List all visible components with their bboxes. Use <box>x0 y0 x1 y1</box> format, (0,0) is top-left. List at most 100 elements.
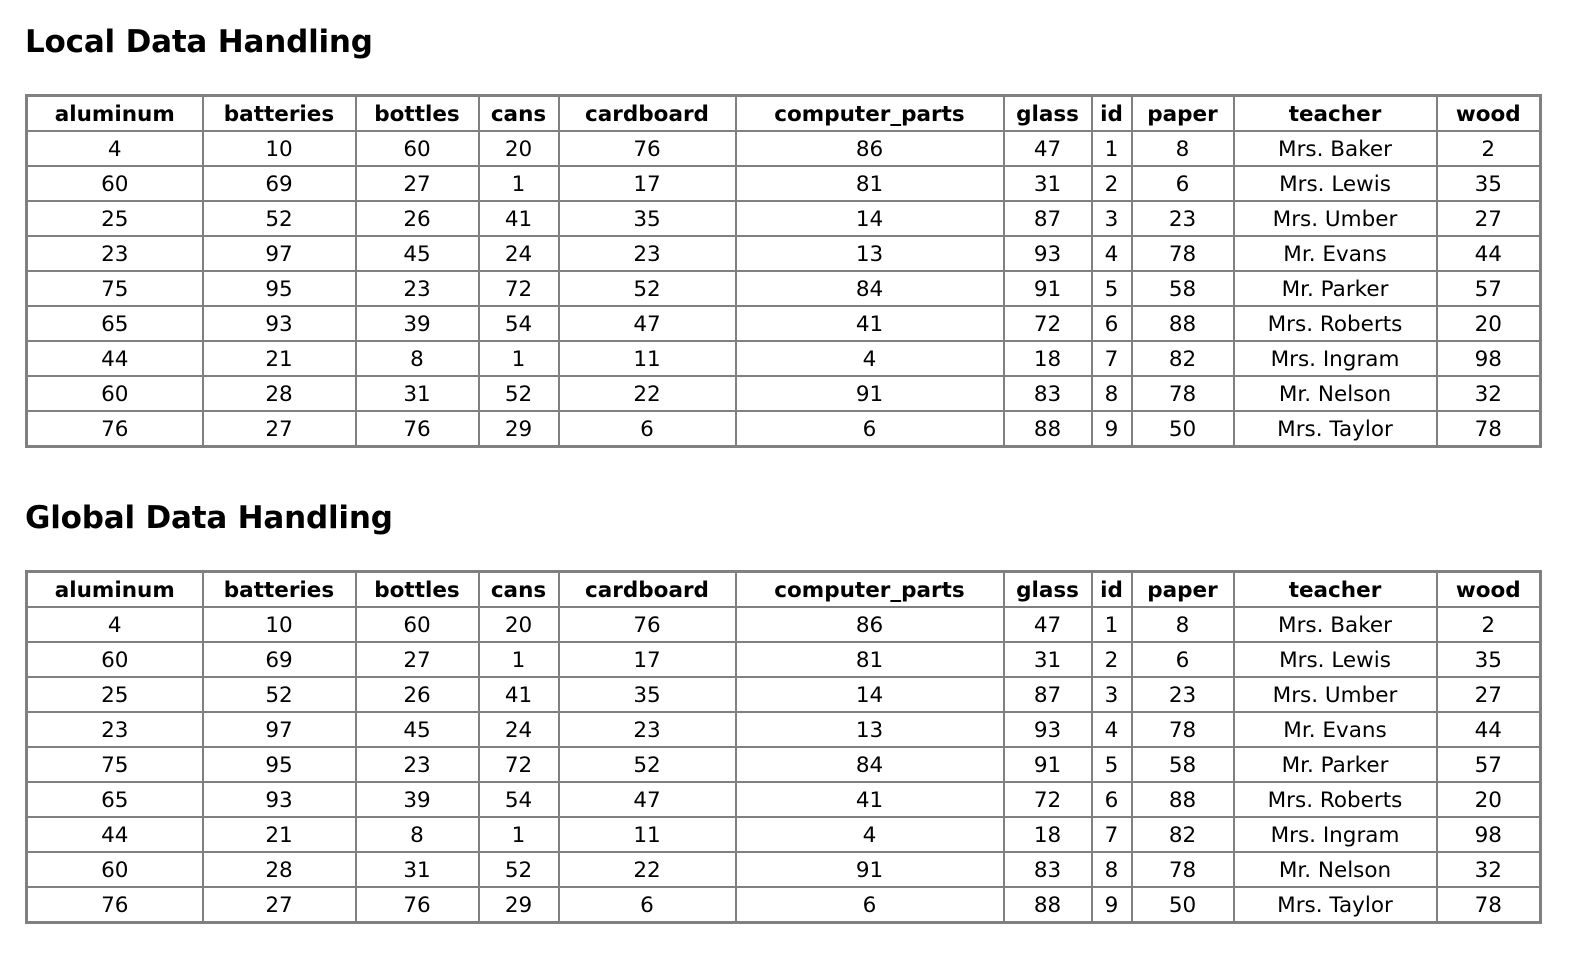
cell-computer-parts: 14 <box>734 676 1005 713</box>
cell-computer-parts: 86 <box>734 606 1005 643</box>
cell-glass: 72 <box>1002 781 1093 818</box>
cell-bottles: 39 <box>354 305 480 342</box>
cell-batteries: 97 <box>201 235 357 272</box>
table-row: 76 27 76 29 6 6 88 9 50 Mrs. Taylor 78 <box>25 886 1542 924</box>
cell-teacher: Mr. Evans <box>1232 235 1438 272</box>
table-row: 65 93 39 54 47 41 72 6 88 Mrs. Roberts 20 <box>25 305 1542 342</box>
cell-id: 7 <box>1090 816 1133 853</box>
cell-wood: 32 <box>1435 851 1542 888</box>
cell-id: 2 <box>1090 641 1133 678</box>
cell-teacher: Mr. Nelson <box>1232 375 1438 412</box>
cell-aluminum: 60 <box>25 375 204 412</box>
cell-bottles: 8 <box>354 340 480 377</box>
table-row: 25 52 26 41 35 14 87 3 23 Mrs. Umber 27 <box>25 200 1542 237</box>
cell-paper: 78 <box>1130 851 1235 888</box>
column-header-batteries: batteries <box>201 570 357 608</box>
column-header-cardboard: cardboard <box>557 94 737 132</box>
cell-glass: 47 <box>1002 130 1093 167</box>
cell-wood: 57 <box>1435 270 1542 307</box>
cell-cardboard: 23 <box>557 235 737 272</box>
cell-cans: 54 <box>477 305 560 342</box>
cell-bottles: 26 <box>354 676 480 713</box>
cell-paper: 82 <box>1130 340 1235 377</box>
cell-glass: 91 <box>1002 270 1093 307</box>
cell-wood: 44 <box>1435 711 1542 748</box>
cell-cans: 20 <box>477 130 560 167</box>
cell-glass: 93 <box>1002 235 1093 272</box>
cell-teacher: Mrs. Lewis <box>1232 165 1438 202</box>
cell-teacher: Mrs. Umber <box>1232 676 1438 713</box>
cell-glass: 88 <box>1002 410 1093 448</box>
table-header: aluminum batteries bottles cans cardboard com… <box>25 94 1542 132</box>
cell-batteries: 95 <box>201 746 357 783</box>
cell-wood: 20 <box>1435 305 1542 342</box>
cell-aluminum: 75 <box>25 746 204 783</box>
cell-batteries: 21 <box>201 340 357 377</box>
cell-batteries: 69 <box>201 165 357 202</box>
cell-cardboard: 22 <box>557 851 737 888</box>
table-row: 44 21 8 1 11 4 18 7 82 Mrs. Ingram 98 <box>25 340 1542 377</box>
cell-paper: 82 <box>1130 816 1235 853</box>
cell-id: 8 <box>1090 375 1133 412</box>
cell-id: 1 <box>1090 606 1133 643</box>
cell-batteries: 69 <box>201 641 357 678</box>
cell-wood: 44 <box>1435 235 1542 272</box>
cell-paper: 6 <box>1130 641 1235 678</box>
cell-computer-parts: 81 <box>734 165 1005 202</box>
cell-paper: 50 <box>1130 886 1235 924</box>
cell-aluminum: 23 <box>25 711 204 748</box>
cell-glass: 87 <box>1002 200 1093 237</box>
cell-wood: 78 <box>1435 886 1542 924</box>
cell-paper: 23 <box>1130 200 1235 237</box>
cell-wood: 57 <box>1435 746 1542 783</box>
table-row: 65 93 39 54 47 41 72 6 88 Mrs. Roberts 20 <box>25 781 1542 818</box>
column-header-aluminum: aluminum <box>25 570 204 608</box>
cell-teacher: Mrs. Taylor <box>1232 886 1438 924</box>
table-row: 4 10 60 20 76 86 47 1 8 Mrs. Baker 2 <box>25 130 1542 167</box>
table-row: 75 95 23 72 52 84 91 5 58 Mr. Parker 57 <box>25 270 1542 307</box>
cell-computer-parts: 91 <box>734 851 1005 888</box>
cell-aluminum: 76 <box>25 410 204 448</box>
cell-paper: 78 <box>1130 235 1235 272</box>
cell-computer-parts: 13 <box>734 235 1005 272</box>
cell-wood: 32 <box>1435 375 1542 412</box>
cell-cardboard: 52 <box>557 746 737 783</box>
table-body: 4 10 60 20 76 86 47 1 8 Mrs. Baker 2 60 69 27 1 17 81 31 2… <box>25 606 1542 924</box>
cell-bottles: 23 <box>354 746 480 783</box>
cell-batteries: 10 <box>201 130 357 167</box>
cell-wood: 27 <box>1435 200 1542 237</box>
column-header-paper: paper <box>1130 94 1235 132</box>
cell-cardboard: 76 <box>557 130 737 167</box>
table-row: 23 97 45 24 23 13 93 4 78 Mr. Evans 44 <box>25 235 1542 272</box>
cell-paper: 6 <box>1130 165 1235 202</box>
cell-aluminum: 60 <box>25 165 204 202</box>
cell-cans: 24 <box>477 235 560 272</box>
cell-aluminum: 65 <box>25 305 204 342</box>
cell-cardboard: 17 <box>557 641 737 678</box>
cell-bottles: 45 <box>354 235 480 272</box>
cell-batteries: 27 <box>201 410 357 448</box>
cell-id: 3 <box>1090 200 1133 237</box>
cell-computer-parts: 6 <box>734 886 1005 924</box>
cell-cans: 20 <box>477 606 560 643</box>
cell-teacher: Mr. Evans <box>1232 711 1438 748</box>
column-header-bottles: bottles <box>354 570 480 608</box>
cell-aluminum: 4 <box>25 606 204 643</box>
cell-batteries: 10 <box>201 606 357 643</box>
cell-id: 7 <box>1090 340 1133 377</box>
cell-id: 5 <box>1090 270 1133 307</box>
cell-paper: 88 <box>1130 305 1235 342</box>
local-data-section: Local Data Handling aluminum batteries bot… <box>25 20 1542 448</box>
table-row: 60 28 31 52 22 91 83 8 78 Mr. Nelson 32 <box>25 375 1542 412</box>
cell-cardboard: 22 <box>557 375 737 412</box>
column-header-cans: cans <box>477 570 560 608</box>
cell-bottles: 8 <box>354 816 480 853</box>
cell-bottles: 23 <box>354 270 480 307</box>
cell-glass: 83 <box>1002 375 1093 412</box>
cell-paper: 8 <box>1130 606 1235 643</box>
cell-bottles: 60 <box>354 606 480 643</box>
table-header: aluminum batteries bottles cans cardboard com… <box>25 570 1542 608</box>
cell-paper: 78 <box>1130 375 1235 412</box>
cell-glass: 88 <box>1002 886 1093 924</box>
cell-batteries: 52 <box>201 200 357 237</box>
